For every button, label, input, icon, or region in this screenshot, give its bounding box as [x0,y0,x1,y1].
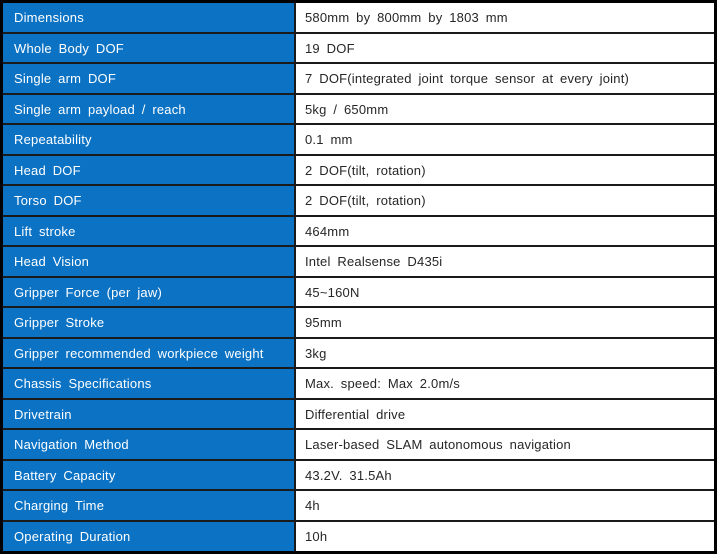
spec-value: 10h [294,519,717,554]
table-row: Head DOF 2 DOF(tilt, rotation) [0,153,717,187]
spec-label: Battery Capacity [0,458,296,492]
spec-value: Differential drive [294,397,717,431]
spec-label: Dimensions [0,0,296,34]
spec-label: Lift stroke [0,214,296,248]
spec-value: 95mm [294,306,717,339]
spec-label: Operating Duration [0,519,296,554]
table-row: Gripper Force (per jaw) 45~160N [0,275,717,309]
spec-label: Gripper Force (per jaw) [0,275,296,309]
table-row: Head Vision Intel Realsense D435i [0,245,717,278]
table-row: Navigation Method Laser-based SLAM autono… [0,428,717,461]
spec-label: Whole Body DOF [0,31,296,65]
spec-label: Repeatability [0,123,296,156]
spec-label: Torso DOF [0,184,296,217]
spec-value: 45~160N [294,275,717,309]
spec-label: Drivetrain [0,397,296,431]
table-row: Battery Capacity 43.2V. 31.5Ah [0,458,717,492]
spec-value: Max. speed: Max 2.0m/s [294,367,717,400]
spec-value: 5kg / 650mm [294,92,717,126]
spec-value: 3kg [294,336,717,370]
spec-value: 19 DOF [294,31,717,65]
spec-label: Navigation Method [0,428,296,461]
spec-value: 2 DOF(tilt, rotation) [294,153,717,187]
table-row: Dimensions 580mm by 800mm by 1803 mm [0,0,717,34]
table-row: Single arm DOF 7 DOF(integrated joint tor… [0,62,717,95]
spec-label: Head DOF [0,153,296,187]
spec-label: Head Vision [0,245,296,278]
table-row: Gripper recommended workpiece weight 3kg [0,336,717,370]
spec-value: 2 DOF(tilt, rotation) [294,184,717,217]
spec-label: Single arm DOF [0,62,296,95]
table-row: Whole Body DOF 19 DOF [0,31,717,65]
spec-label: Chassis Specifications [0,367,296,400]
spec-label: Charging Time [0,489,296,522]
table-row: Repeatability 0.1 mm [0,123,717,156]
table-row: Single arm payload / reach 5kg / 650mm [0,92,717,126]
spec-label: Single arm payload / reach [0,92,296,126]
table-row: Drivetrain Differential drive [0,397,717,431]
spec-value: 464mm [294,214,717,248]
table-row: Torso DOF 2 DOF(tilt, rotation) [0,184,717,217]
spec-label: Gripper recommended workpiece weight [0,336,296,370]
spec-value: 580mm by 800mm by 1803 mm [294,0,717,34]
spec-value: Laser-based SLAM autonomous navigation [294,428,717,461]
table-row: Chassis Specifications Max. speed: Max 2.… [0,367,717,400]
table-row: Operating Duration 10h [0,519,717,554]
spec-value: 7 DOF(integrated joint torque sensor at … [294,62,717,95]
table-row: Lift stroke 464mm [0,214,717,248]
table-row: Charging Time 4h [0,489,717,522]
spec-value: Intel Realsense D435i [294,245,717,278]
spec-value: 4h [294,489,717,522]
spec-value: 43.2V. 31.5Ah [294,458,717,492]
spec-value: 0.1 mm [294,123,717,156]
spec-label: Gripper Stroke [0,306,296,339]
table-row: Gripper Stroke 95mm [0,306,717,339]
